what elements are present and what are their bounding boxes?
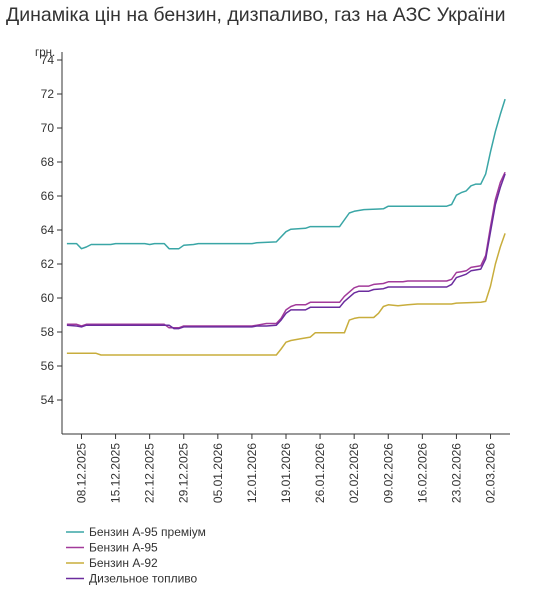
x-tick-label: 02.02.2026 xyxy=(347,443,361,503)
series-line-4 xyxy=(66,173,506,330)
legend-label-1: Бензин А-95 преміум xyxy=(89,525,206,539)
series-line-1 xyxy=(66,98,506,250)
y-axis: грн. 54 56 58 60 62 64 66 68 70 72 74 xyxy=(35,47,63,434)
x-tick-label: 19.01.2026 xyxy=(279,443,293,503)
y-tick-label: 58 xyxy=(41,325,55,339)
x-tick-label: 12.01.2026 xyxy=(245,443,259,503)
x-tick-label: 02.03.2026 xyxy=(484,443,498,503)
series-line-2 xyxy=(66,171,506,329)
x-tick-label: 15.12.2025 xyxy=(109,443,123,503)
y-tick-label: 64 xyxy=(41,223,55,237)
x-tick-label: 09.02.2026 xyxy=(381,443,395,503)
x-tick-label: 05.01.2026 xyxy=(211,443,225,503)
y-tick-label: 60 xyxy=(41,291,55,305)
y-tick-label: 54 xyxy=(41,393,55,407)
y-tick-label: 66 xyxy=(41,189,55,203)
plot-lines xyxy=(66,98,506,356)
y-tick-label: 68 xyxy=(41,155,55,169)
legend-label-3: Бензин А-92 xyxy=(89,556,158,570)
x-tick-label: 26.01.2026 xyxy=(313,443,327,503)
y-tick-label: 74 xyxy=(41,53,55,67)
y-axis-unit-label: грн. xyxy=(35,47,55,59)
page-title: Динаміка цін на бензин, дизпаливо, газ н… xyxy=(6,4,506,26)
y-tick-label: 70 xyxy=(41,121,55,135)
legend-label-2: Бензин А-95 xyxy=(89,541,158,555)
y-tick-label: 72 xyxy=(41,87,55,101)
series-line-3 xyxy=(66,233,506,356)
legend-label-4: Дизельное топливо xyxy=(89,572,198,586)
x-tick-label: 23.02.2026 xyxy=(449,443,463,503)
x-tick-label: 08.12.2025 xyxy=(74,443,88,503)
y-tick-label: 56 xyxy=(41,359,55,373)
x-tick-label: 29.12.2025 xyxy=(177,443,191,503)
y-tick-label: 62 xyxy=(41,257,55,271)
x-axis: 08.12.2025 15.12.2025 22.12.2025 29.12.2025… xyxy=(62,433,510,503)
x-tick-label: 16.02.2026 xyxy=(415,443,429,503)
x-tick-label: 22.12.2025 xyxy=(143,443,157,503)
